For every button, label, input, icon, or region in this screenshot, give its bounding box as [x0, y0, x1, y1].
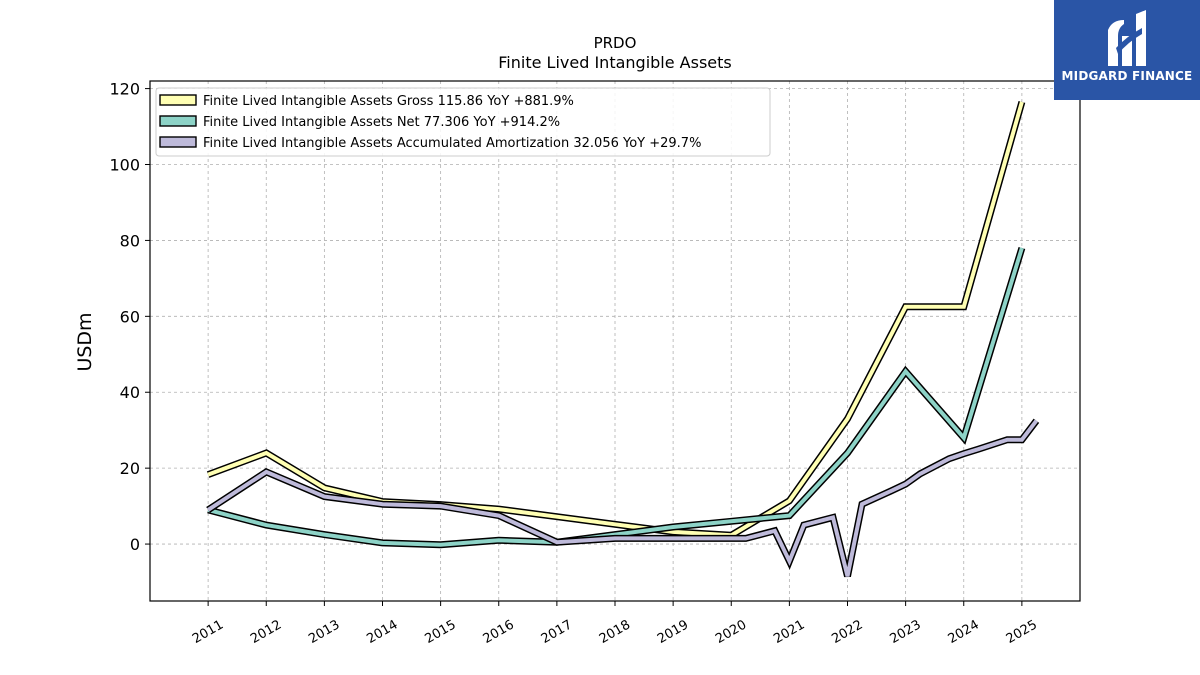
x-tick-label: 2019: [655, 617, 691, 647]
chart-title: PRDO: [594, 34, 637, 52]
brand-mark-icon: [1108, 10, 1146, 66]
legend-label: Finite Lived Intangible Assets Accumulat…: [203, 136, 701, 151]
brand-name: MIDGARD FINANCE: [1061, 69, 1193, 83]
x-tick-label: 2021: [771, 617, 807, 647]
legend-label: Finite Lived Intangible Assets Gross 115…: [203, 94, 574, 109]
x-tick-label: 2024: [946, 617, 982, 647]
legend-swatch: [159, 94, 197, 106]
x-tick-label: 2022: [829, 617, 865, 647]
x-tick-label: 2012: [248, 617, 284, 647]
x-axis: 2011 2012 2013 2014 2015 2016 2017 2018 2019 2020…: [190, 601, 1040, 647]
series-line-2: [207, 419, 1038, 577]
legend-label: Finite Lived Intangible Assets Net 77.30…: [203, 115, 560, 130]
series-lines: [206, 100, 1040, 578]
legend: Finite Lived Intangible Assets Gross 115…: [155, 87, 771, 157]
legend-swatch: [159, 136, 197, 148]
x-tick-label: 2013: [306, 617, 342, 647]
x-tick-label: 2016: [481, 617, 517, 647]
y-tick-label: 80: [120, 231, 140, 250]
y-tick-label: 20: [120, 459, 140, 478]
x-tick-label: 2017: [539, 617, 575, 647]
x-tick-label: 2023: [887, 617, 923, 647]
chart-subtitle: Finite Lived Intangible Assets: [498, 53, 731, 72]
y-tick-label: 120: [109, 80, 140, 99]
x-tick-label: 2018: [597, 617, 633, 647]
legend-frame: [155, 87, 771, 157]
x-tick-label: 2015: [422, 617, 458, 647]
y-axis: 0 20 40 60 80 100 120: [109, 80, 150, 554]
brand-logo: MIDGARD FINANCE: [1054, 0, 1200, 100]
x-tick-label: 2020: [713, 617, 749, 647]
legend-swatch: [159, 115, 197, 127]
x-tick-label: 2025: [1004, 617, 1040, 647]
y-tick-label: 40: [120, 383, 140, 402]
y-axis-label: USDm: [74, 312, 96, 371]
y-tick-label: 0: [130, 535, 140, 554]
x-tick-label: 2014: [364, 617, 400, 647]
gridlines: [150, 81, 1080, 601]
x-tick-label: 2011: [190, 617, 226, 647]
y-tick-label: 100: [109, 156, 140, 175]
series-line-0: [207, 101, 1024, 538]
y-tick-label: 60: [120, 307, 140, 326]
series-line-1: [207, 247, 1024, 547]
